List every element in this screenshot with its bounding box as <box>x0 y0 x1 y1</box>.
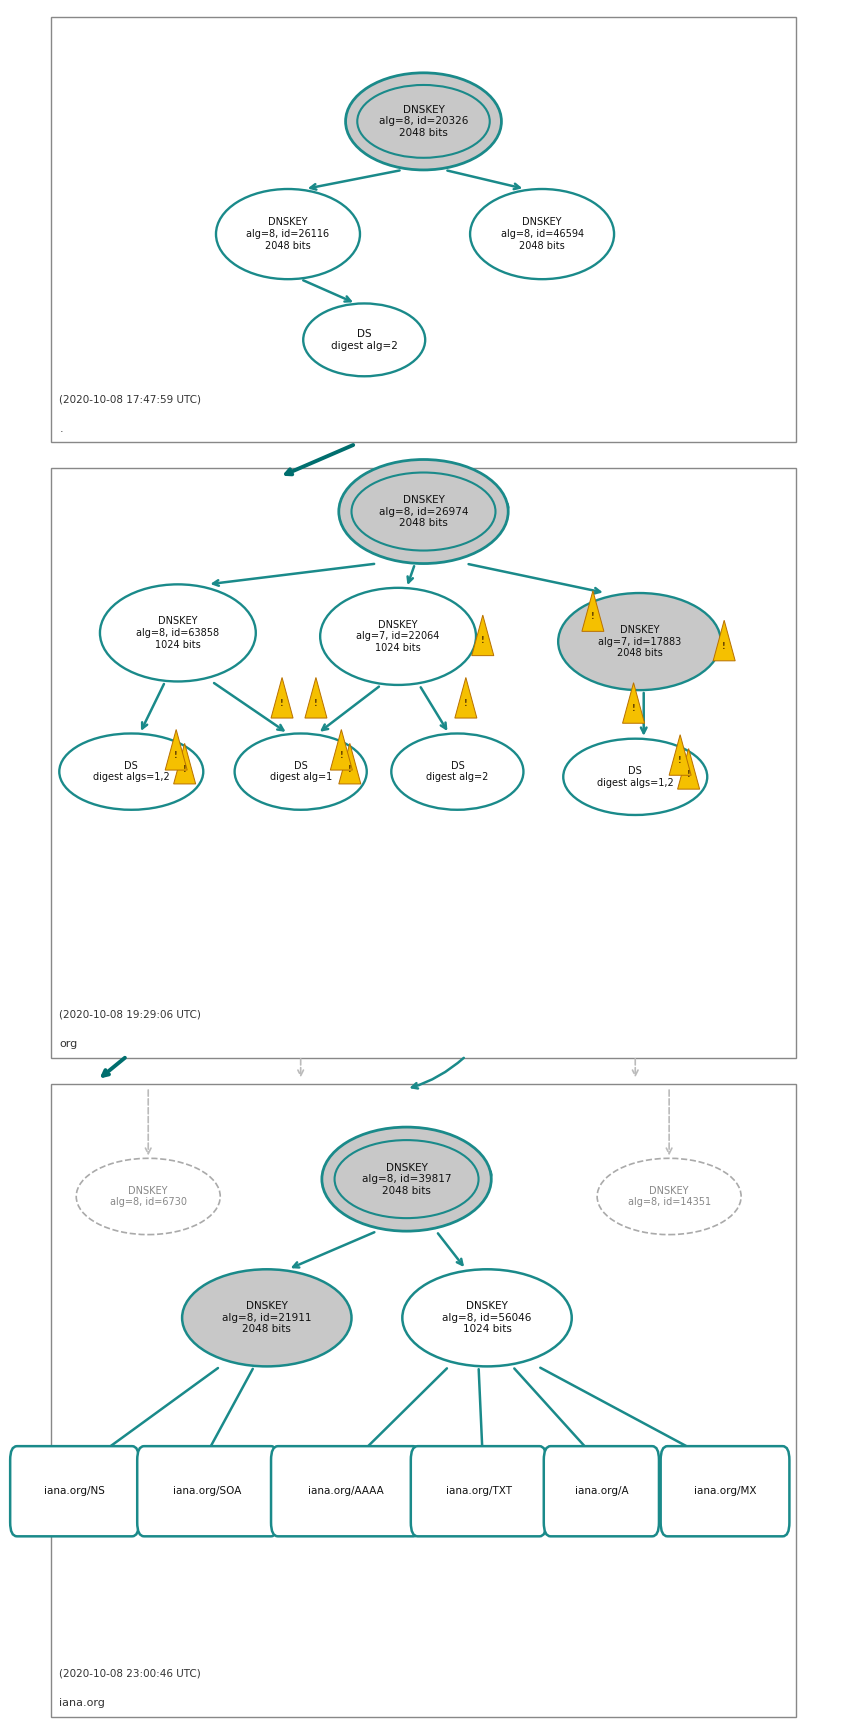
Ellipse shape <box>391 733 523 810</box>
Text: DS
digest alg=1: DS digest alg=1 <box>269 761 332 782</box>
Polygon shape <box>623 683 645 723</box>
FancyBboxPatch shape <box>544 1446 659 1536</box>
Text: !: ! <box>678 756 682 765</box>
Text: iana.org/AAAA: iana.org/AAAA <box>307 1486 384 1496</box>
Text: DNSKEY
alg=8, id=26974
2048 bits: DNSKEY alg=8, id=26974 2048 bits <box>379 494 468 529</box>
FancyBboxPatch shape <box>137 1446 278 1536</box>
Ellipse shape <box>597 1158 741 1235</box>
Ellipse shape <box>346 73 501 170</box>
Text: DNSKEY
alg=8, id=39817
2048 bits: DNSKEY alg=8, id=39817 2048 bits <box>362 1162 451 1196</box>
Text: !: ! <box>687 770 690 779</box>
Ellipse shape <box>402 1269 572 1366</box>
Ellipse shape <box>76 1158 220 1235</box>
FancyBboxPatch shape <box>411 1446 546 1536</box>
Ellipse shape <box>303 303 425 376</box>
Text: iana.org: iana.org <box>59 1698 105 1708</box>
Text: iana.org/SOA: iana.org/SOA <box>174 1486 241 1496</box>
FancyBboxPatch shape <box>271 1446 420 1536</box>
Text: (2020-10-08 17:47:59 UTC): (2020-10-08 17:47:59 UTC) <box>59 394 202 404</box>
Text: .: . <box>59 423 63 434</box>
Text: !: ! <box>280 699 284 707</box>
Text: (2020-10-08 23:00:46 UTC): (2020-10-08 23:00:46 UTC) <box>59 1668 201 1679</box>
Polygon shape <box>582 591 604 631</box>
Ellipse shape <box>59 733 203 810</box>
Text: !: ! <box>632 704 635 713</box>
Text: DS
digest alg=2: DS digest alg=2 <box>331 329 397 350</box>
Text: DNSKEY
alg=7, id=17883
2048 bits: DNSKEY alg=7, id=17883 2048 bits <box>598 624 681 659</box>
Text: DNSKEY
alg=8, id=20326
2048 bits: DNSKEY alg=8, id=20326 2048 bits <box>379 104 468 139</box>
Text: iana.org/A: iana.org/A <box>574 1486 628 1496</box>
Polygon shape <box>305 678 327 718</box>
Text: DNSKEY
alg=8, id=63858
1024 bits: DNSKEY alg=8, id=63858 1024 bits <box>136 616 219 650</box>
Polygon shape <box>174 744 196 784</box>
Text: DS
digest algs=1,2: DS digest algs=1,2 <box>597 766 673 787</box>
Ellipse shape <box>470 189 614 279</box>
Text: !: ! <box>481 636 484 645</box>
Polygon shape <box>455 678 477 718</box>
FancyBboxPatch shape <box>10 1446 139 1536</box>
Ellipse shape <box>182 1269 352 1366</box>
Text: !: ! <box>314 699 318 707</box>
Text: !: ! <box>348 765 352 773</box>
Polygon shape <box>669 735 691 775</box>
Ellipse shape <box>216 189 360 279</box>
Polygon shape <box>271 678 293 718</box>
Polygon shape <box>330 730 352 770</box>
Polygon shape <box>472 616 494 655</box>
Ellipse shape <box>563 739 707 815</box>
Text: DS
digest algs=1,2: DS digest algs=1,2 <box>93 761 169 782</box>
Text: !: ! <box>174 751 178 759</box>
Text: iana.org/MX: iana.org/MX <box>694 1486 756 1496</box>
Text: (2020-10-08 19:29:06 UTC): (2020-10-08 19:29:06 UTC) <box>59 1009 202 1020</box>
Text: DNSKEY
alg=8, id=46594
2048 bits: DNSKEY alg=8, id=46594 2048 bits <box>501 217 584 251</box>
Text: !: ! <box>722 642 726 650</box>
Ellipse shape <box>322 1127 491 1231</box>
Ellipse shape <box>235 733 367 810</box>
Text: DNSKEY
alg=8, id=21911
2048 bits: DNSKEY alg=8, id=21911 2048 bits <box>222 1300 312 1335</box>
Text: DS
digest alg=2: DS digest alg=2 <box>426 761 489 782</box>
Text: iana.org/TXT: iana.org/TXT <box>446 1486 512 1496</box>
Text: DNSKEY
alg=8, id=56046
1024 bits: DNSKEY alg=8, id=56046 1024 bits <box>442 1300 532 1335</box>
Text: !: ! <box>591 612 595 621</box>
Text: !: ! <box>464 699 468 707</box>
Ellipse shape <box>339 460 508 564</box>
Text: org: org <box>59 1039 78 1049</box>
Ellipse shape <box>100 584 256 681</box>
Text: DNSKEY
alg=8, id=26116
2048 bits: DNSKEY alg=8, id=26116 2048 bits <box>246 217 329 251</box>
Polygon shape <box>165 730 187 770</box>
Polygon shape <box>713 621 735 661</box>
FancyBboxPatch shape <box>661 1446 789 1536</box>
Text: !: ! <box>340 751 343 759</box>
Polygon shape <box>339 744 361 784</box>
Text: DNSKEY
alg=7, id=22064
1024 bits: DNSKEY alg=7, id=22064 1024 bits <box>357 619 440 654</box>
Text: DNSKEY
alg=8, id=14351: DNSKEY alg=8, id=14351 <box>628 1186 711 1207</box>
Text: !: ! <box>183 765 186 773</box>
Polygon shape <box>678 749 700 789</box>
Ellipse shape <box>558 593 721 690</box>
Text: DNSKEY
alg=8, id=6730: DNSKEY alg=8, id=6730 <box>110 1186 186 1207</box>
Text: iana.org/NS: iana.org/NS <box>44 1486 105 1496</box>
Ellipse shape <box>320 588 476 685</box>
